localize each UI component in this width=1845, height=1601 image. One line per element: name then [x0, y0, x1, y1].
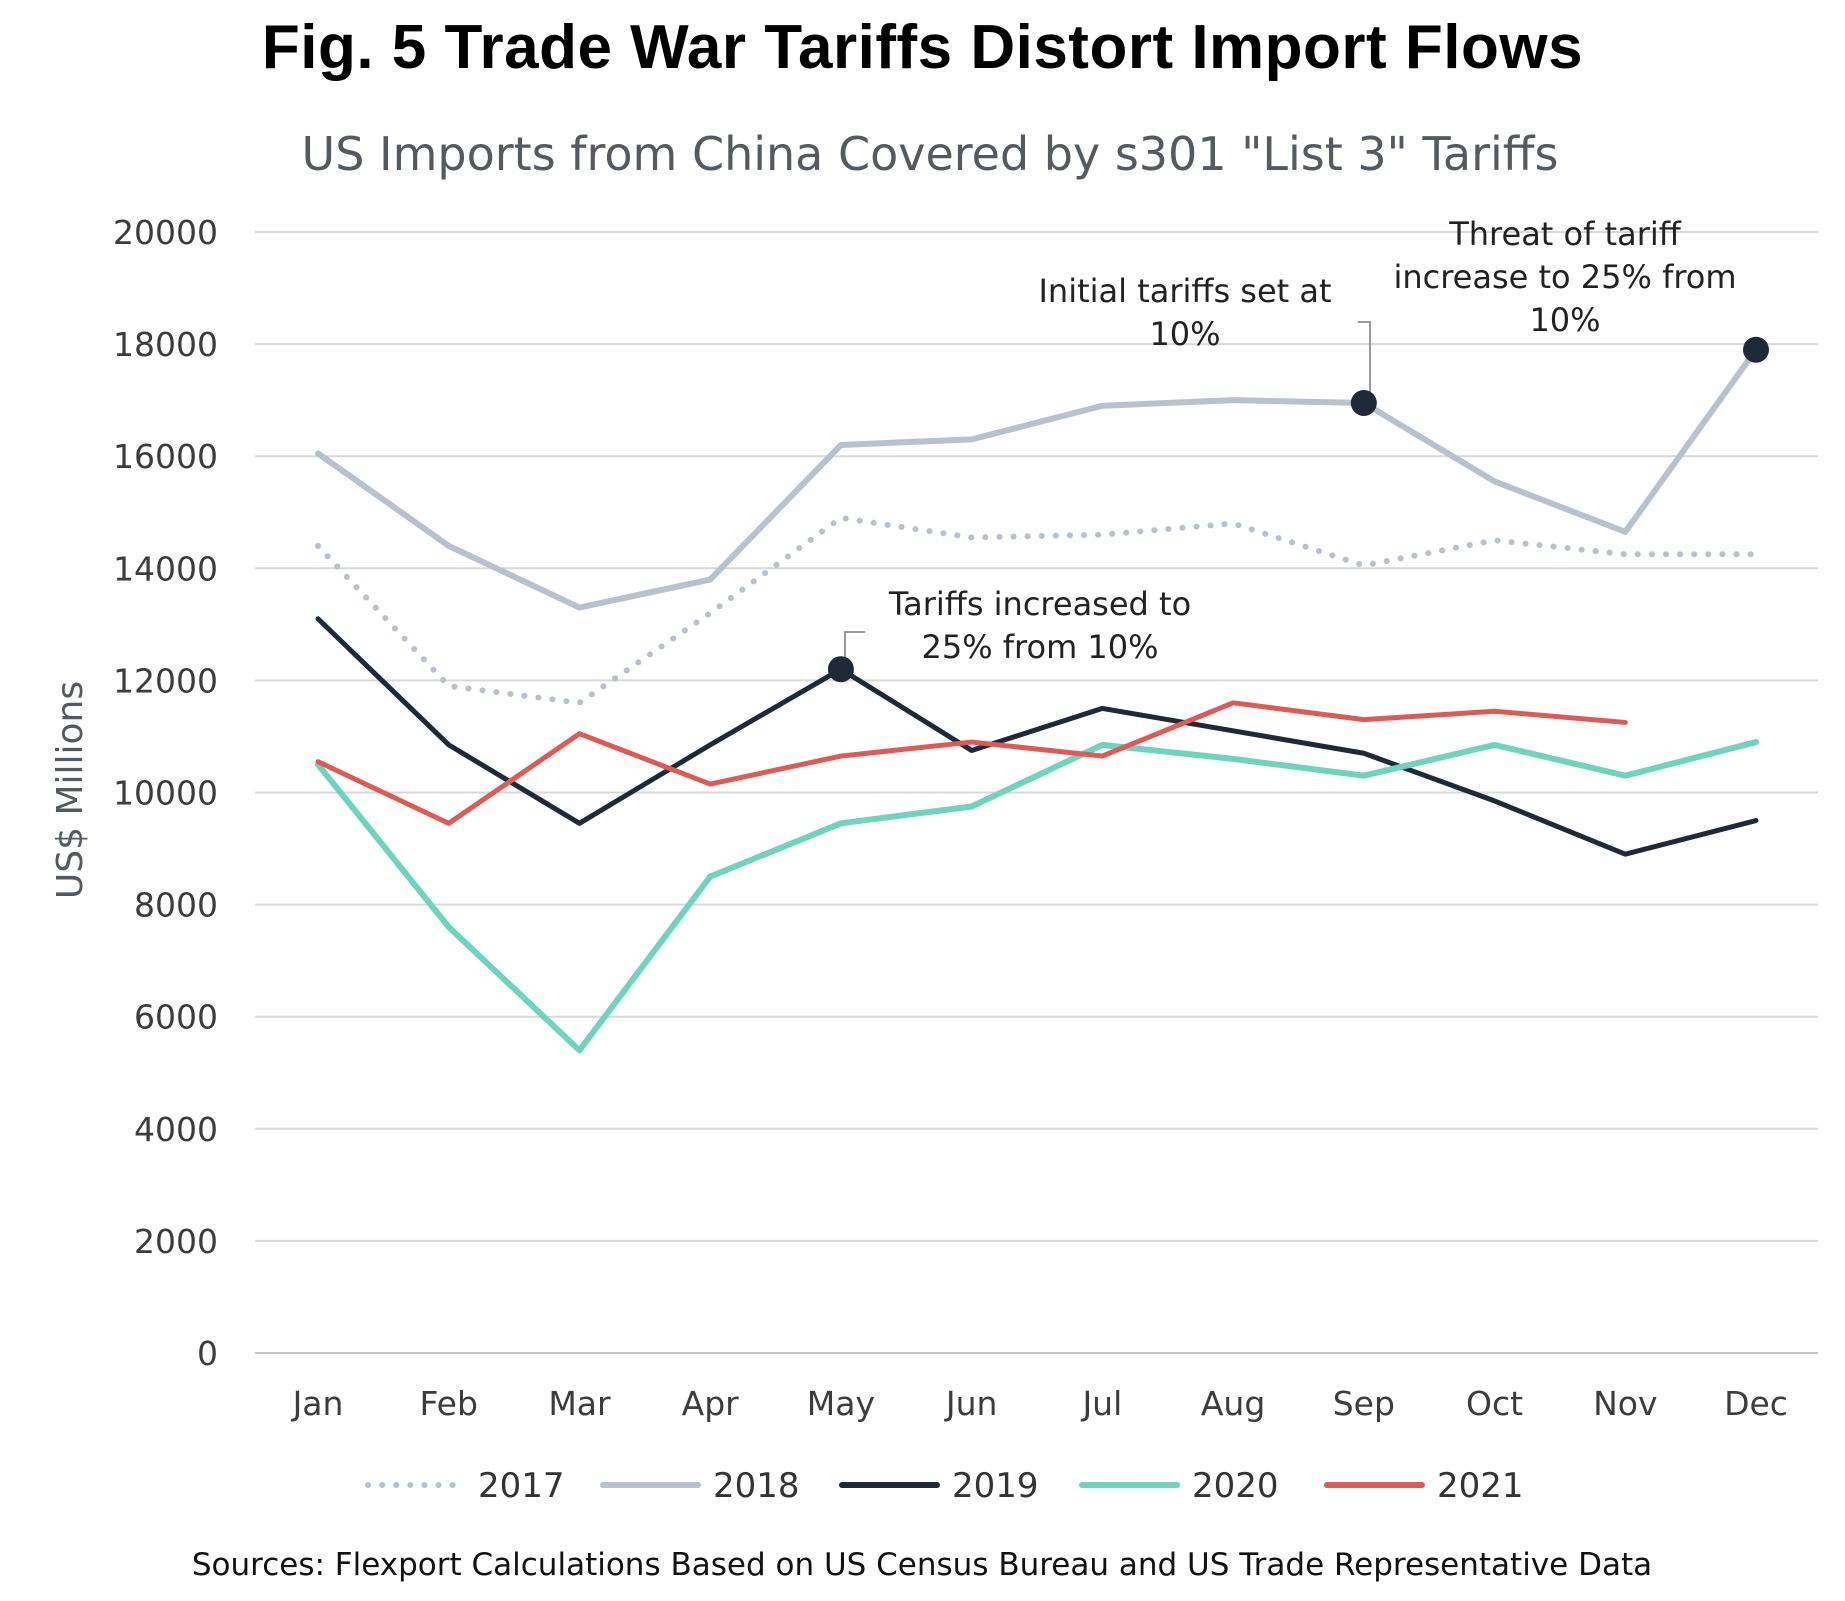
annotation-marker	[827, 656, 854, 683]
series-lines	[315, 346, 1759, 1054]
x-tick-label: Oct	[1466, 1384, 1523, 1423]
legend: 2017 2018 2019 2020 2021	[365, 1466, 1524, 1506]
annotation-marker	[1350, 389, 1377, 416]
y-tick-label: 4000	[134, 1110, 218, 1149]
y-tick-label: 0	[197, 1334, 218, 1373]
y-tick-label: 14000	[113, 549, 218, 588]
series-line-2020	[315, 739, 1759, 1054]
figure-title: Fig. 5 Trade War Tariffs Distort Import …	[261, 13, 1584, 82]
annotation-text: 10%	[1149, 315, 1220, 353]
y-tick-label: 18000	[113, 325, 218, 364]
y-tick-label: 2000	[134, 1222, 218, 1261]
y-tick-label: 16000	[113, 437, 218, 476]
x-tick-label: Jul	[1080, 1384, 1122, 1423]
series-line-2019	[315, 616, 1759, 857]
legend-label-2017: 2017	[478, 1466, 565, 1506]
x-tick-label: Jan	[291, 1384, 344, 1423]
legend-label-2020: 2020	[1192, 1466, 1279, 1506]
annotation-text: increase to 25% from	[1393, 258, 1736, 296]
annotation-text: Threat of tariff	[1448, 215, 1682, 253]
annotation-marker	[1743, 336, 1769, 363]
y-tick-label: 6000	[134, 998, 218, 1037]
annotation-leader	[1358, 321, 1371, 404]
x-tick-label: Sep	[1333, 1384, 1395, 1423]
y-axis-ticks: 0 2000 4000 6000 8000 10000 12000 14000 16000 180…	[113, 213, 218, 1373]
annotation-text: Tariffs increased to	[888, 585, 1191, 623]
gridlines	[255, 231, 1818, 1354]
annotation-text: Initial tariffs set at	[1038, 272, 1331, 310]
source-note: Sources: Flexport Calculations Based on …	[192, 1547, 1652, 1583]
legend-label-2019: 2019	[952, 1466, 1039, 1506]
annotation-text: 25% from 10%	[921, 628, 1158, 666]
series-line-2021	[315, 700, 1628, 826]
x-tick-label: Dec	[1724, 1384, 1788, 1423]
x-tick-label: Aug	[1201, 1384, 1265, 1423]
x-tick-label: Nov	[1593, 1384, 1657, 1423]
y-tick-label: 20000	[113, 213, 218, 252]
x-tick-label: Apr	[682, 1384, 740, 1423]
y-tick-label: 12000	[113, 661, 218, 700]
annotation-text: 10%	[1529, 301, 1600, 339]
annotations: Initial tariffs set at 10% Threat of tarif…	[827, 215, 1769, 683]
chart-subtitle: US Imports from China Covered by s301 "L…	[302, 127, 1559, 181]
x-tick-label: Mar	[548, 1384, 611, 1423]
y-tick-label: 8000	[134, 886, 218, 925]
x-tick-label: Jun	[944, 1384, 998, 1423]
legend-label-2018: 2018	[713, 1466, 800, 1506]
x-axis-ticks: Jan Feb Mar Apr May Jun Jul Aug Sep Oct Nov Dec	[291, 1384, 1788, 1423]
x-tick-label: May	[807, 1384, 875, 1423]
y-tick-label: 10000	[113, 774, 218, 813]
x-tick-label: Feb	[420, 1384, 478, 1423]
y-axis-label: US$ Millions	[50, 681, 91, 899]
legend-label-2021: 2021	[1437, 1466, 1524, 1506]
series-line-2018	[315, 346, 1759, 611]
